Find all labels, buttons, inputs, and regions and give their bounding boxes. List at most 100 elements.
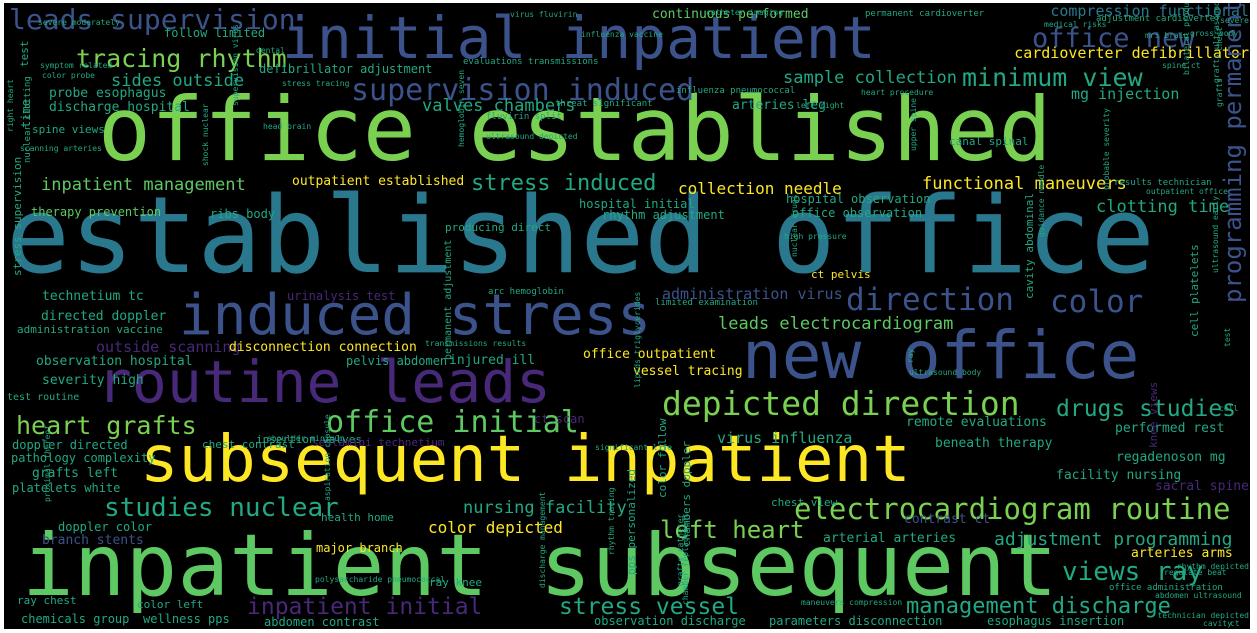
word: stress induced (471, 171, 657, 196)
word: catheter imaging (706, 8, 784, 17)
word: grafts ultrasound (1212, 3, 1221, 83)
word: depicted direction (662, 384, 1020, 423)
word: rhythm tracing (607, 487, 616, 555)
word: drugs studies (1056, 396, 1237, 422)
word: arteries arms (1131, 546, 1233, 561)
word: stress tracing (282, 79, 350, 88)
word: doppler directed (12, 438, 128, 452)
word: routine leads (97, 348, 551, 416)
word: cavity abdominal (1023, 193, 1036, 299)
word: ultrasound depicted (486, 132, 578, 141)
word: initial inpatient (282, 4, 876, 72)
word: inpatient subsequent (22, 516, 1058, 616)
word: color depicted (428, 518, 563, 537)
word: guidance needle (1037, 164, 1046, 237)
word: upper spine (909, 98, 918, 151)
word: canal spinal (949, 135, 1029, 148)
word: severe (1220, 16, 1249, 25)
word: established office (6, 174, 1155, 297)
word: tracing rhythm (76, 44, 287, 73)
word: grafts left (32, 466, 119, 481)
word: results technician (1114, 178, 1212, 188)
word: virus influenza (717, 429, 853, 447)
word: lipids triglycerides (633, 291, 642, 388)
word: ray (906, 348, 915, 363)
word: arterial arteries (823, 531, 957, 546)
word: gross body (1190, 29, 1239, 38)
word: nuclear drugs (790, 194, 799, 257)
word: observation discharge (594, 614, 746, 628)
word: influenza pneumococcal (676, 86, 796, 96)
word: fluvirin split (486, 112, 562, 122)
word: outpatient office (1146, 187, 1228, 196)
word: subsequent inpatient (140, 423, 911, 497)
word: aspiration capsule (323, 414, 332, 501)
word: adjustment cardioverter (1096, 14, 1221, 24)
word: programming permanent (1219, 3, 1247, 303)
word: directed doppler (41, 309, 167, 324)
word: heart grafts (16, 411, 197, 440)
word: major branch (316, 541, 403, 555)
word: adjustment programming (994, 529, 1233, 550)
word: outpatient established (292, 174, 465, 189)
word: sample collection (783, 68, 957, 88)
word: high pressure (784, 232, 847, 241)
word: management discharge (906, 594, 1171, 619)
word: sestamibi technetium (312, 436, 445, 449)
word: office administration (1109, 583, 1223, 593)
word: office established (98, 78, 1052, 181)
word: proximal thereof (43, 424, 52, 502)
word: probe esophagus (49, 86, 167, 101)
word: therapy prevention (31, 205, 162, 219)
word: limited examination (655, 298, 758, 308)
word: vessel tracing (633, 364, 743, 379)
word: doppler color (58, 520, 152, 534)
word: electrocardiogram routine (794, 492, 1231, 526)
word: left right (796, 101, 845, 110)
word: health home (321, 511, 394, 524)
word: performed rest (1115, 421, 1225, 436)
word: severity high (42, 373, 144, 388)
word: technician depicted (1157, 611, 1249, 620)
word: spine ct (1162, 61, 1201, 70)
word: test routine (7, 392, 80, 403)
word: nursing facility (463, 498, 627, 518)
word: right heart (6, 79, 15, 132)
word: leads electrocardiogram (718, 314, 954, 334)
word: supervision virus (231, 24, 240, 106)
word: follow limited (164, 26, 266, 40)
word: threat significant (555, 99, 653, 109)
word: remote evaluations (906, 415, 1047, 430)
word: arc hemoglobin (488, 287, 564, 297)
word: abdomen ultrasound (1155, 591, 1242, 600)
word: evaluations transmissions (463, 57, 599, 67)
word: continuous performed (652, 7, 809, 22)
word: transmissions results (425, 339, 527, 348)
word: urinalysis test (287, 289, 396, 303)
word: disconnection connection (229, 340, 417, 355)
word: probable severity (1102, 108, 1111, 190)
word: color left (137, 598, 204, 611)
word: hospital observation (786, 192, 931, 206)
word: hemoglobin seven (457, 69, 466, 147)
word: ray chest (17, 594, 77, 607)
word: platelets white (12, 481, 121, 495)
word: rhythm depicted (1176, 562, 1249, 571)
word: mg injection (1071, 85, 1180, 103)
word: pelvis abdomen (346, 354, 448, 368)
word: test (1223, 327, 1232, 347)
word: ultrasound early (1211, 195, 1220, 273)
word: significant life (595, 443, 673, 452)
word: mri brain (1145, 31, 1189, 40)
word: heart procedure (861, 88, 934, 97)
word: office new (1032, 23, 1195, 54)
word: cavity (1203, 619, 1232, 628)
word: arteries leg (732, 98, 826, 113)
word: minimum view (962, 63, 1143, 92)
word: permanent cardioverter (865, 9, 985, 19)
word: beneath therapy (935, 436, 1053, 451)
word: grafts (1215, 78, 1224, 107)
word: ct pelvis (811, 268, 871, 281)
word: chamber replacement (681, 513, 690, 605)
word: direction (846, 282, 1014, 318)
